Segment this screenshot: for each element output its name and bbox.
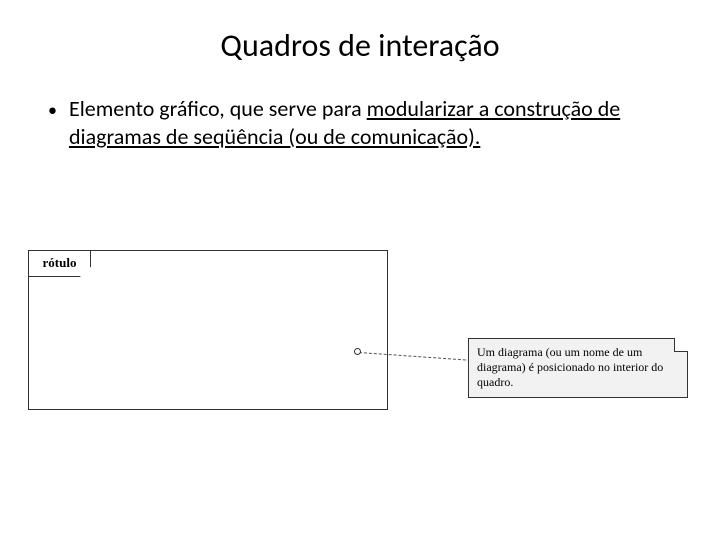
slide-title: Quadros de interação [40,26,680,65]
bullet-item: • Elemento gráfico, que serve para modul… [40,95,680,151]
interaction-frame: rótulo [28,250,388,410]
note-text: Um diagrama (ou um nome de um diagrama) … [477,345,663,389]
bullet-text: Elemento gráfico, que serve para modular… [69,95,649,151]
diagram: rótulo Um diagrama (ou um nome de um dia… [28,250,692,450]
note-connector-anchor [354,348,361,355]
bullet-prefix: Elemento gráfico, que serve para [69,95,367,122]
frame-label-tab: rótulo [29,251,91,277]
note-box: Um diagrama (ou um nome de um diagrama) … [468,338,688,398]
bullet-marker: • [48,95,57,124]
note-fold-corner [674,338,688,352]
